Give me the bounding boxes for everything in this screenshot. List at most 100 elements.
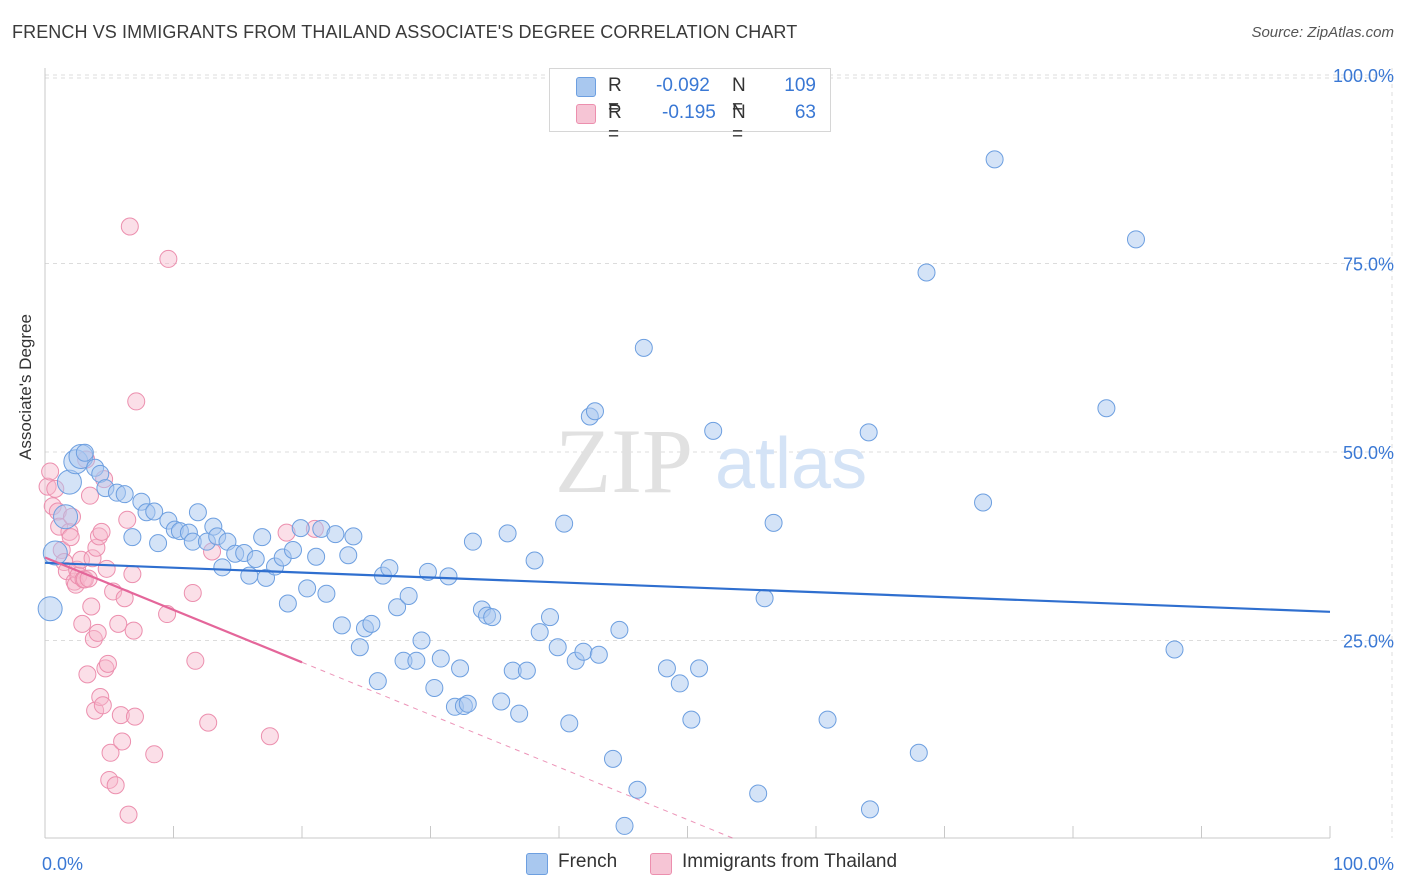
french-point [909, 743, 928, 762]
source-label: Source: ZipAtlas.com [1251, 24, 1394, 41]
french-point [339, 546, 358, 565]
french-point [682, 710, 701, 729]
french-point [585, 402, 604, 421]
thailand-swatch [650, 853, 672, 875]
french-point [560, 714, 579, 733]
y-axis-label: Associate's Degree [16, 314, 35, 460]
thailand-point [145, 745, 164, 764]
french-point [574, 642, 593, 661]
thailand-point [120, 217, 139, 236]
french-point [213, 558, 232, 577]
french-point [548, 638, 567, 657]
french-point [388, 598, 407, 617]
french-point [317, 584, 336, 603]
x-tick-label: 100.0% [1333, 854, 1394, 874]
french-point [458, 694, 477, 713]
thailand-point [260, 727, 279, 746]
thailand-point [125, 707, 144, 726]
thailand-point [97, 559, 116, 578]
french-point [412, 631, 431, 650]
thailand-point [61, 528, 80, 547]
french-point [610, 620, 629, 639]
french-point [278, 594, 297, 613]
french-point [525, 551, 544, 570]
n-label: N = [732, 102, 746, 145]
french-point [985, 150, 1004, 169]
french-point [517, 661, 536, 680]
french-point [615, 816, 634, 835]
watermark-atlas: atlas [715, 424, 867, 504]
french-point [603, 749, 622, 768]
axis-layer [44, 68, 1331, 839]
french-point [483, 608, 502, 627]
french-point [246, 550, 265, 569]
thailand-point [199, 713, 218, 732]
french-point [431, 649, 450, 668]
grid-layer [45, 68, 1393, 838]
french-point [399, 586, 418, 605]
thailand-trend-extension [301, 661, 733, 839]
thailand-point [88, 623, 107, 642]
thailand-point [92, 522, 111, 541]
thailand-point [93, 696, 112, 715]
french-point [149, 534, 168, 553]
french-point [764, 513, 783, 532]
french-point [589, 645, 608, 664]
french-swatch [526, 853, 548, 875]
french-point [253, 528, 272, 547]
thailand-point [186, 651, 205, 670]
r-label: R = [608, 75, 622, 118]
french-point [634, 338, 653, 357]
french-point [332, 616, 351, 635]
r-label: R = [608, 102, 622, 145]
french-swatch [576, 77, 596, 97]
french-point [628, 780, 647, 799]
french-point [307, 547, 326, 566]
thailand-swatch [576, 104, 596, 124]
tick-labels: 25.0% 50.0% 75.0% 100.0% 0.0% 100.0% [42, 66, 1394, 874]
correlation-legend: R = -0.092 N = 109 R = -0.195 N = 63 [549, 68, 831, 145]
french-point [917, 263, 936, 282]
thailand-trend-line [44, 556, 303, 664]
french-point [418, 562, 437, 581]
thailand-points [38, 217, 324, 824]
french-point [362, 614, 381, 633]
french-point [555, 514, 574, 533]
french-point [657, 659, 676, 678]
y-tick-label: 100.0% [1333, 66, 1394, 86]
thailand-point [73, 614, 92, 633]
thailand-point [106, 776, 125, 795]
french-point [53, 504, 79, 530]
french-point [284, 540, 303, 559]
french-point [510, 704, 529, 723]
thailand-point [98, 654, 117, 673]
n-label: N = [732, 75, 746, 118]
french-point [451, 659, 470, 678]
french-point [755, 589, 774, 608]
french-point [407, 651, 426, 670]
thailand-point [80, 486, 99, 505]
french-point [530, 623, 549, 642]
r-value: -0.195 [662, 102, 716, 123]
french-point [326, 525, 345, 544]
thailand-point [101, 743, 120, 762]
french-point [291, 519, 310, 538]
thailand-point [83, 549, 102, 568]
n-value: 109 [784, 75, 816, 96]
thailand-point [127, 392, 146, 411]
french-point [541, 608, 560, 627]
french-points [37, 150, 1184, 835]
r-value: -0.092 [656, 75, 710, 96]
french-point [749, 784, 768, 803]
french-point [670, 674, 689, 693]
thailand-point [159, 249, 178, 268]
y-tick-label: 75.0% [1343, 255, 1394, 275]
thailand-point [109, 614, 128, 633]
french-point [974, 493, 993, 512]
french-point [115, 485, 134, 504]
french-point [1165, 640, 1184, 659]
french-point [425, 678, 444, 697]
french-point [37, 596, 63, 622]
thailand-point [78, 665, 97, 684]
y-tick-label: 50.0% [1343, 443, 1394, 463]
